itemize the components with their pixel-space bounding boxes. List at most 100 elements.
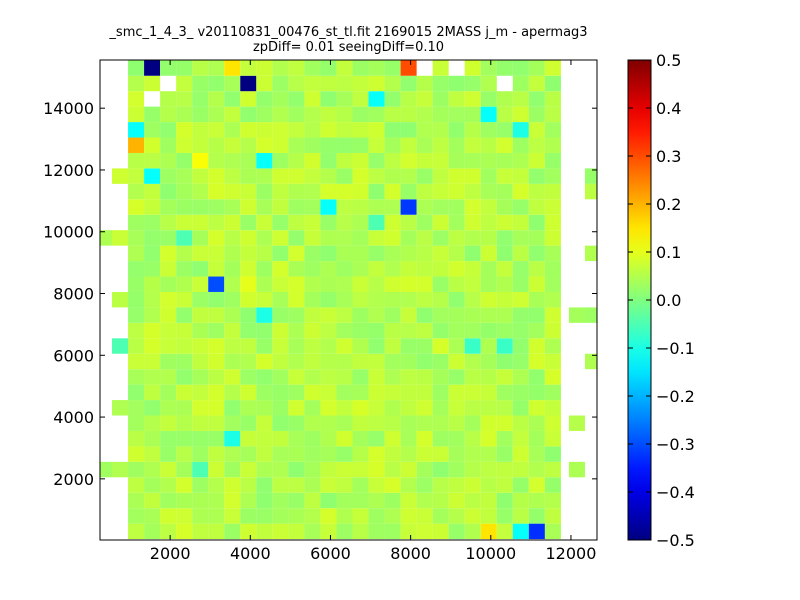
heatmap-cell <box>144 291 161 308</box>
heatmap-cell <box>176 415 193 431</box>
heatmap-cell <box>272 384 289 401</box>
heatmap-cell <box>528 106 545 123</box>
heatmap-cell <box>336 322 353 339</box>
heatmap-cell <box>128 261 145 277</box>
heatmap-cell <box>432 369 449 385</box>
heatmap-cell <box>352 60 369 76</box>
heatmap-cell <box>288 214 305 231</box>
heatmap-cell <box>336 430 353 447</box>
heatmap-cell <box>144 461 161 478</box>
heatmap-cell <box>496 60 513 76</box>
heatmap-cell <box>224 276 241 292</box>
heatmap-cell <box>208 400 225 416</box>
heatmap-cell <box>192 168 209 184</box>
heatmap-cell <box>464 106 481 123</box>
heatmap-cell <box>112 400 129 416</box>
heatmap-cell <box>480 261 497 277</box>
heatmap-cell <box>528 168 545 184</box>
heatmap-cell <box>336 214 353 231</box>
heatmap-cell <box>464 276 481 292</box>
heatmap-cell <box>224 261 241 277</box>
heatmap-cell <box>496 152 513 169</box>
heatmap-cell <box>496 369 513 385</box>
heatmap-cell <box>288 183 305 200</box>
heatmap-cell <box>352 430 369 447</box>
heatmap-cell <box>384 415 401 431</box>
heatmap-cell <box>192 338 209 354</box>
heatmap-cell <box>432 400 449 416</box>
heatmap-cell <box>496 353 513 370</box>
heatmap-cell <box>448 199 465 215</box>
heatmap-cell <box>384 137 401 153</box>
heatmap-cell <box>256 446 273 462</box>
heatmap-cell <box>272 214 289 231</box>
heatmap-cell <box>512 122 529 138</box>
heatmap-cell <box>416 183 433 200</box>
heatmap-cell <box>384 122 401 138</box>
heatmap-cell <box>464 168 481 184</box>
heatmap-cell <box>128 91 145 107</box>
heatmap-cell <box>528 245 545 262</box>
heatmap-cell <box>528 369 545 385</box>
heatmap-cell <box>368 245 385 262</box>
heatmap-cell <box>352 461 369 478</box>
heatmap-cell <box>400 430 417 447</box>
heatmap-cell <box>240 91 257 107</box>
heatmap-cell <box>176 338 193 354</box>
heatmap-cell <box>144 168 161 184</box>
heatmap-cell <box>192 492 209 509</box>
heatmap-cell <box>208 353 225 370</box>
heatmap-cell <box>528 199 545 215</box>
y-tick-label: 4000 <box>53 408 94 427</box>
heatmap-cell <box>304 291 321 308</box>
heatmap-cell <box>336 461 353 478</box>
heatmap-cell <box>128 168 145 184</box>
heatmap-cell <box>336 291 353 308</box>
heatmap-cell <box>160 276 177 292</box>
heatmap-cell <box>144 446 161 462</box>
heatmap-cell <box>464 230 481 246</box>
heatmap-cell <box>352 214 369 231</box>
heatmap-cell <box>288 369 305 385</box>
heatmap-cell <box>352 291 369 308</box>
heatmap-cell <box>160 137 177 153</box>
heatmap-cell <box>352 492 369 509</box>
heatmap-cell <box>112 338 129 354</box>
heatmap-cell <box>304 446 321 462</box>
heatmap-cell <box>400 338 417 354</box>
heatmap-cell <box>272 75 289 92</box>
heatmap-cell <box>128 430 145 447</box>
heatmap-cell <box>368 508 385 524</box>
heatmap-cell <box>400 523 417 540</box>
heatmap-cell <box>432 214 449 231</box>
heatmap-cell <box>336 307 353 323</box>
heatmap-cell <box>304 199 321 215</box>
heatmap-cell <box>240 384 257 401</box>
heatmap-cell <box>144 60 161 76</box>
heatmap-cell <box>416 106 433 123</box>
heatmap-cell <box>320 322 337 339</box>
heatmap-cell <box>480 353 497 370</box>
heatmap-cell <box>304 230 321 246</box>
heatmap-cell <box>480 477 497 493</box>
heatmap-cell <box>224 446 241 462</box>
heatmap-cell <box>240 508 257 524</box>
colorbar-tick-label: −0.3 <box>656 435 695 454</box>
heatmap-cell <box>208 307 225 323</box>
heatmap-cell <box>272 137 289 153</box>
heatmap-cell <box>240 369 257 385</box>
plot-frame <box>99 59 598 541</box>
heatmap-cell <box>384 384 401 401</box>
heatmap-cell <box>176 122 193 138</box>
heatmap-cell <box>568 461 585 478</box>
heatmap-cell <box>512 430 529 447</box>
heatmap-cell <box>512 461 529 478</box>
heatmap-cell <box>336 492 353 509</box>
heatmap-cell <box>336 183 353 200</box>
heatmap-cell <box>256 384 273 401</box>
heatmap-cell <box>544 400 561 416</box>
heatmap-cell <box>208 245 225 262</box>
heatmap-cell <box>160 446 177 462</box>
colorbar-tick-label: 0.2 <box>656 195 681 214</box>
heatmap-cell <box>192 307 209 323</box>
